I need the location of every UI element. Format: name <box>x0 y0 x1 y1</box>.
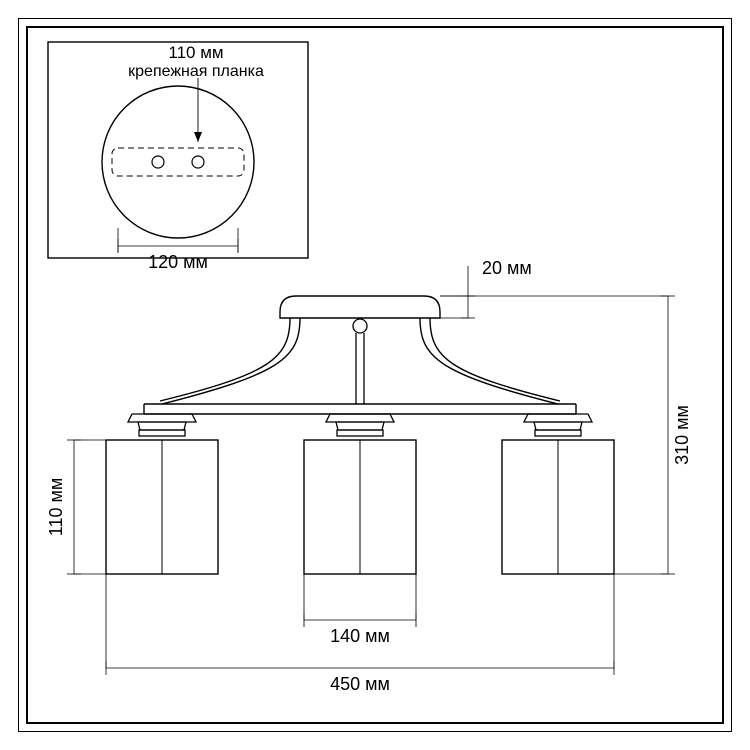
svg-text:20 мм: 20 мм <box>482 258 532 278</box>
diagram-frame: 110 ммкрепежная планка120 мм20 мм110 мм3… <box>0 0 750 750</box>
svg-text:140 мм: 140 мм <box>330 626 390 646</box>
svg-text:110 мм: 110 мм <box>46 478 66 536</box>
svg-text:310 мм: 310 мм <box>672 405 692 465</box>
svg-text:120 мм: 120 мм <box>148 252 208 272</box>
svg-text:крепежная планка: крепежная планка <box>128 63 264 80</box>
diagram-svg: 110 ммкрепежная планка120 мм20 мм110 мм3… <box>0 0 750 750</box>
svg-text:110 мм: 110 мм <box>168 43 223 62</box>
svg-text:450 мм: 450 мм <box>330 674 390 694</box>
